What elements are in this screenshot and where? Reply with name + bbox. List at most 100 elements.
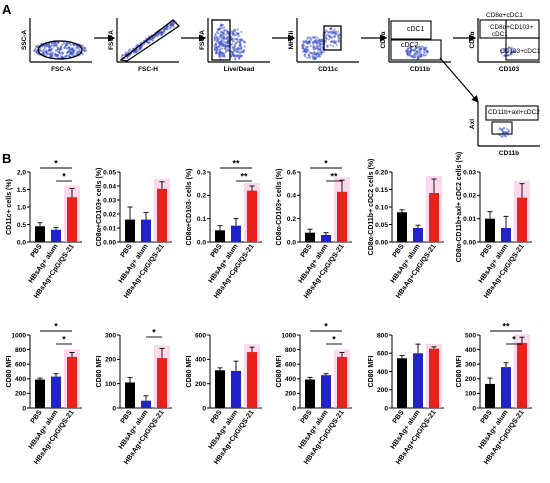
y-tick-label: 0.2 bbox=[287, 216, 296, 223]
bar-chart: 0.000.010.020.03CD8α-CD11b+axl+ cDC2 cel… bbox=[456, 152, 532, 300]
gate-label: cDC2 bbox=[401, 42, 419, 49]
y-tick-label: 600 bbox=[15, 362, 26, 369]
bar bbox=[485, 219, 495, 242]
y-tick-label: 200 bbox=[377, 387, 388, 394]
y-tick-label: 0.01 bbox=[463, 216, 476, 223]
x-axis-label: CD11b bbox=[410, 66, 430, 73]
y-axis-label: CD8α-CD11b+axl+ cDC2 cells (%) bbox=[456, 152, 463, 263]
y-tick-label: 0.00 bbox=[463, 239, 476, 246]
y-tick-label: 0.0 bbox=[17, 239, 26, 246]
y-tick-label: 0.01 bbox=[103, 225, 116, 232]
event-density-dots bbox=[301, 27, 340, 60]
significance-label: * bbox=[324, 322, 328, 332]
bar bbox=[215, 230, 225, 242]
significance-label: ** bbox=[502, 322, 510, 332]
y-axis-label: FSC-A bbox=[199, 30, 206, 50]
y-axis-label: CD80 MFI bbox=[368, 356, 375, 388]
y-tick-label: 200 bbox=[285, 391, 296, 398]
significance-label: ** bbox=[240, 172, 248, 182]
x-axis-label: CD103 bbox=[499, 66, 520, 73]
panel-a-letter: A bbox=[2, 2, 12, 17]
y-axis-label: CD8α+CD103+ cells (%) bbox=[96, 168, 103, 247]
category-label: PBS bbox=[30, 409, 44, 425]
category-label: PBS bbox=[30, 243, 44, 259]
panel-b-letter: B bbox=[2, 151, 11, 166]
y-tick-label: 300 bbox=[465, 362, 476, 369]
gate-label: CD11b+axl+cDC2 bbox=[488, 109, 540, 116]
bar bbox=[35, 226, 45, 242]
y-tick-label: 0.05 bbox=[375, 222, 388, 229]
bar bbox=[125, 220, 135, 242]
y-tick-label: 100 bbox=[105, 381, 116, 388]
y-tick-label: 0.04 bbox=[103, 183, 116, 190]
bar bbox=[397, 358, 407, 408]
significance-label: * bbox=[54, 322, 58, 332]
y-tick-label: 500 bbox=[465, 332, 476, 339]
bar-chart: 0200400600CD80 MFIPBSHBsAg+ alumHBsAg+Cp… bbox=[186, 332, 262, 466]
y-tick-label: 400 bbox=[195, 357, 206, 364]
significance-label: * bbox=[62, 172, 66, 182]
y-axis-label: CD80 MFI bbox=[6, 356, 13, 388]
y-tick-label: 0.0 bbox=[197, 239, 206, 246]
y-tick-label: 0.00 bbox=[103, 239, 116, 246]
y-axis-label: CD8α bbox=[469, 31, 476, 48]
bar bbox=[247, 352, 257, 408]
y-tick-label: 0.00 bbox=[375, 239, 388, 246]
bar bbox=[501, 228, 511, 242]
y-axis-label: CD8α-CD103+ cells (%) bbox=[276, 169, 283, 246]
gate-label: CD103+cDC1 bbox=[500, 48, 541, 55]
x-axis-label: FSC-A bbox=[51, 66, 71, 73]
flow-plot: FSC-A SSC-A bbox=[21, 18, 92, 73]
y-tick-label: 600 bbox=[285, 362, 296, 369]
bar bbox=[413, 353, 423, 408]
bar bbox=[305, 233, 315, 242]
y-tick-label: 0.1 bbox=[197, 216, 206, 223]
bar bbox=[67, 197, 77, 242]
bar-chart: 0.00 0.05 0.10 0.15 0.20CD8α-CD11b+ cDC2 cel… bbox=[368, 159, 444, 300]
category-label: PBS bbox=[300, 243, 314, 259]
gate-label: CD8α+cDC1 bbox=[486, 12, 523, 19]
bar bbox=[321, 375, 331, 408]
y-tick-label: 0.02 bbox=[103, 211, 116, 218]
y-axis-label: CD80 MFI bbox=[186, 356, 193, 388]
y-tick-label: 1.0 bbox=[17, 204, 26, 211]
flow-plot: CD11bCD8αcDC1cDC2 bbox=[380, 18, 451, 73]
bar-chart: 0.00.10.20.3CD8α+CD103- cells (%)PBSHBsA… bbox=[186, 159, 262, 300]
category-label: PBS bbox=[120, 409, 134, 425]
bar bbox=[337, 192, 347, 242]
y-tick-label: 2.0 bbox=[17, 169, 26, 176]
bar bbox=[517, 198, 527, 242]
y-tick-label: 100 bbox=[465, 391, 476, 398]
y-axis-label: CD80 MFI bbox=[96, 356, 103, 388]
y-tick-label: 600 bbox=[195, 332, 206, 339]
bar-chart: 0.00.51.01.52.0CD11c+ cells (%)PBSHBsAg+… bbox=[6, 159, 82, 300]
y-tick-label: 0.10 bbox=[375, 204, 388, 211]
y-axis-label: CD8α-CD11b+ cDC2 cells (%) bbox=[368, 159, 375, 256]
y-tick-label: 800 bbox=[285, 347, 296, 354]
significance-label: * bbox=[512, 335, 516, 345]
flow-gating-panel: FSC-ASSC-AFSC-HFSC-ALive/DeadFSC-ACD11cM… bbox=[21, 12, 541, 157]
y-tick-label: 0 bbox=[22, 405, 26, 412]
y-tick-label: 1.5 bbox=[17, 187, 26, 194]
category-label: PBS bbox=[120, 243, 134, 259]
y-tick-label: 0.5 bbox=[17, 222, 26, 229]
event-density-dots bbox=[498, 127, 510, 138]
y-axis-label: CD80 MFI bbox=[276, 356, 283, 388]
bar bbox=[157, 358, 167, 408]
bar-chart: 02004006008001000CD80 MFIPBSHBsAg+ alumH… bbox=[276, 322, 352, 466]
bar-charts-panel: 0.00.51.01.52.0CD11c+ cells (%)PBSHBsAg+… bbox=[6, 152, 532, 466]
bar-chart: 0100200300CD80 MFIPBSHBsAg+ alumHBsAg+Cp… bbox=[96, 328, 172, 466]
event-density-dots bbox=[33, 40, 87, 60]
bar bbox=[141, 220, 151, 242]
y-tick-label: 0.05 bbox=[103, 169, 116, 176]
category-label: PBS bbox=[210, 243, 224, 259]
y-axis-label: MHCII bbox=[288, 31, 295, 50]
category-label: PBS bbox=[300, 409, 314, 425]
y-tick-label: 0 bbox=[202, 405, 206, 412]
bar bbox=[231, 226, 241, 242]
y-tick-label: 0.15 bbox=[375, 187, 388, 194]
y-tick-label: 0.03 bbox=[103, 197, 116, 204]
y-tick-label: 800 bbox=[15, 347, 26, 354]
bar-chart: 02004006008001000CD80 MFIPBSHBsAg+ alumH… bbox=[6, 322, 82, 466]
